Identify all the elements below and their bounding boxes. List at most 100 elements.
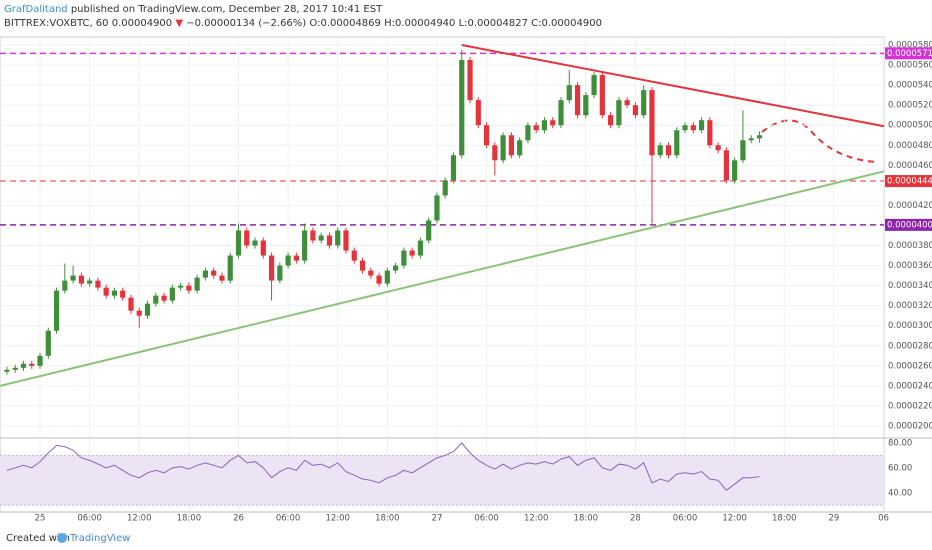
candle-body [384, 270, 390, 284]
candle-body [657, 145, 663, 156]
candle-body [128, 297, 134, 311]
candle-body [467, 60, 473, 101]
x-tick-label: 06:00 [276, 514, 301, 524]
candle-body [756, 135, 763, 139]
x-tick-label: 06:00 [673, 514, 698, 524]
candle-body [194, 277, 200, 291]
x-tick-label: 06:00 [77, 514, 102, 524]
rsi-band [0, 455, 884, 506]
candle-body [202, 270, 209, 278]
candle-body [632, 105, 639, 116]
candle-body [368, 270, 374, 276]
header: GrafDalitand published on TradingView.co… [4, 3, 602, 31]
candle-body [417, 240, 424, 256]
projection [761, 119, 879, 163]
candle-body [136, 310, 142, 316]
x-tick-label: 06:00 [474, 514, 499, 524]
candle-body [508, 135, 514, 156]
symbol: BITTREX:VOXBTC, 60 [4, 18, 109, 29]
candle-body [682, 125, 688, 131]
x-tick-label: 12:00 [127, 514, 152, 524]
x-tick-label: 26 [233, 514, 244, 524]
candle-body [244, 230, 250, 246]
candle-body [442, 180, 448, 196]
logo [57, 533, 67, 543]
candle-body [235, 230, 242, 256]
candle-body [45, 330, 51, 356]
rsi-line [6, 442, 760, 491]
candle-body [641, 90, 647, 116]
candle-body [178, 285, 184, 288]
x-tick-label: 29 [828, 514, 839, 524]
candle-body [359, 260, 366, 271]
candle-body [723, 150, 729, 181]
candle-body [53, 290, 60, 331]
candle-body [219, 275, 225, 281]
candle-body [70, 275, 76, 281]
candle-body [459, 60, 465, 156]
candle-body [326, 235, 333, 246]
candle-body [715, 145, 721, 151]
candle-body [120, 290, 126, 298]
level-label: 0.00004006 [887, 220, 932, 230]
candle-body [566, 85, 572, 101]
x-tick-label: 18:00 [177, 514, 202, 524]
candle-body [318, 235, 324, 241]
x-tick-label: 12:00 [325, 514, 350, 524]
candle-body [169, 287, 175, 301]
candle-body [285, 255, 291, 266]
candle-body [541, 120, 548, 131]
x-tick-label: 12:00 [722, 514, 747, 524]
candle-body [492, 145, 498, 161]
level-label-box [885, 218, 932, 231]
candle-body [624, 100, 630, 106]
candle-body [450, 155, 457, 181]
candle-body [500, 135, 506, 161]
change: −0.00000134 (−2.66%) [186, 18, 307, 29]
candle-body [268, 255, 275, 281]
candle-body [95, 280, 101, 288]
candle-body [517, 140, 523, 156]
x-tick-label: 18:00 [375, 514, 400, 524]
candle-body [144, 303, 151, 316]
x-tick-label: 06 [878, 514, 889, 524]
candle-body [37, 355, 43, 366]
candle-body [732, 160, 738, 181]
candle-body [111, 290, 118, 296]
candle-body [260, 240, 266, 256]
candle-body [690, 125, 696, 131]
candle-body [525, 125, 531, 141]
candle-body [351, 250, 357, 261]
candle-body [583, 95, 589, 116]
brand[interactable]: TradingView [69, 533, 130, 544]
candle-body [302, 230, 308, 261]
candle-body [227, 255, 233, 281]
candle-body [483, 125, 490, 146]
candle-body [698, 120, 705, 131]
x-tick-label: 27 [432, 514, 443, 524]
author[interactable]: GrafDalitand [4, 4, 68, 15]
rsi-tick-label: 40.00 [888, 488, 912, 498]
candle-body [186, 285, 192, 291]
created-with: Created with [6, 533, 70, 544]
candle-body [616, 100, 622, 126]
x-tick-label: 18:00 [772, 514, 797, 524]
candle-body [591, 75, 597, 96]
x-tick-label: 12:00 [524, 514, 549, 524]
frame [0, 36, 885, 513]
